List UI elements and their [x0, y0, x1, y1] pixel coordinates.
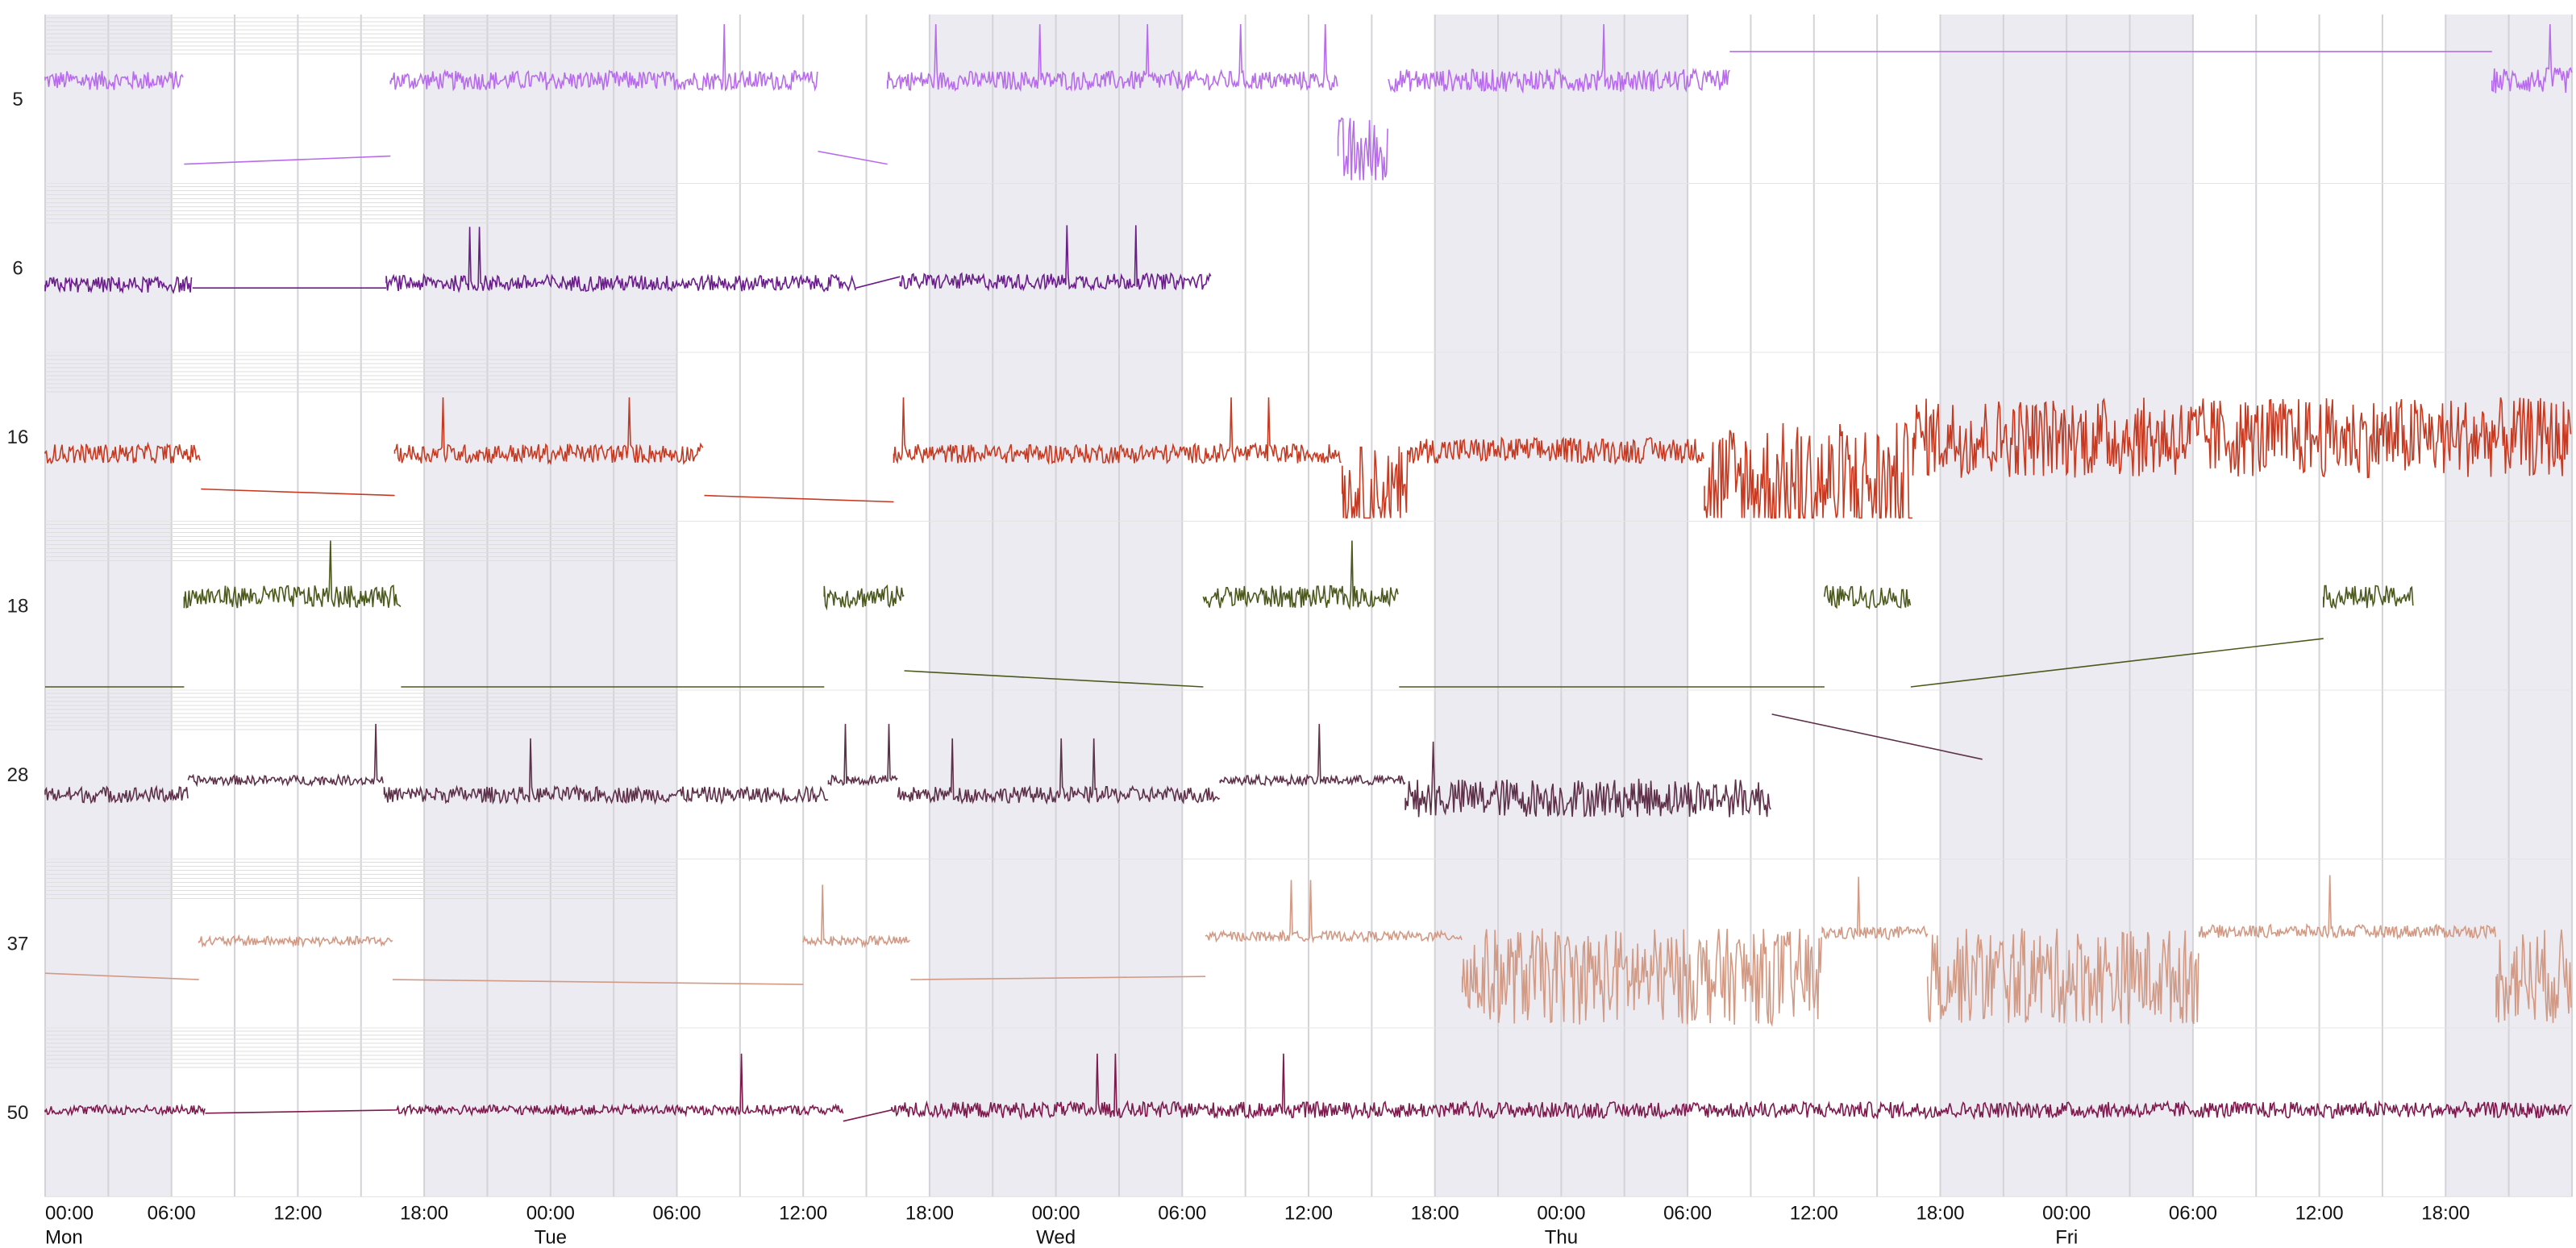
x-tick-label: 18:00: [2421, 1203, 2470, 1225]
x-tick-label: 06:00: [1158, 1203, 1206, 1225]
x-tick-label: 18:00: [905, 1203, 954, 1225]
x-day-label: Thu: [1545, 1227, 1578, 1248]
x-tick-label: 06:00: [652, 1203, 701, 1225]
x-tick-label: 12:00: [1284, 1203, 1333, 1225]
x-tick-label: 06:00: [148, 1203, 196, 1225]
series-row-37: 37: [7, 862, 2572, 1029]
x-tick-label: 12:00: [273, 1203, 322, 1225]
x-day-label: Tue: [535, 1227, 567, 1248]
x-tick-label: 00:00: [526, 1203, 575, 1225]
series-row-50: 50: [7, 1030, 2572, 1197]
series-line-5: [44, 23, 2573, 181]
row-label: 18: [7, 595, 29, 617]
series-line-18: [45, 540, 2414, 688]
row-label: 5: [12, 89, 23, 110]
x-day-label: Mon: [45, 1227, 83, 1248]
x-tick-label: 00:00: [2042, 1203, 2091, 1225]
x-tick-label: 12:00: [2295, 1203, 2344, 1225]
x-tick-label: 00:00: [45, 1203, 94, 1225]
series-row-5: 5: [12, 17, 2573, 184]
series-row-28: 28: [7, 693, 2572, 859]
series-row-6: 6: [12, 186, 2572, 353]
series-row-16: 16: [7, 355, 2572, 522]
x-tick-label: 06:00: [1663, 1203, 1712, 1225]
series-line-16: [44, 397, 2572, 519]
x-day-label: Fri: [2055, 1227, 2078, 1248]
x-tick-label: 18:00: [1916, 1203, 1964, 1225]
x-tick-label: 12:00: [779, 1203, 827, 1225]
row-label: 16: [7, 426, 29, 448]
x-tick-label: 12:00: [1790, 1203, 1838, 1225]
row-label: 28: [7, 764, 29, 786]
x-tick-label: 18:00: [1411, 1203, 1459, 1225]
row-label: 6: [12, 257, 23, 279]
x-tick-label: 06:00: [2169, 1203, 2217, 1225]
x-day-label: Wed: [1036, 1227, 1076, 1248]
x-tick-label: 00:00: [1032, 1203, 1080, 1225]
row-label: 50: [7, 1102, 29, 1124]
series-row-18: 18: [7, 524, 2572, 691]
series-line-50: [44, 1053, 2572, 1122]
series-line-37: [44, 875, 2572, 1027]
x-tick-label: 00:00: [1537, 1203, 1585, 1225]
series-rows: 5 6 16 18 28 37 50: [7, 17, 2573, 1197]
x-tick-label: 18:00: [400, 1203, 448, 1225]
series-line-6: [44, 225, 1212, 294]
series-line-28: [44, 713, 1983, 818]
row-label: 37: [7, 933, 29, 955]
x-axis: 00:00 06:00 12:00 18:00 00:00 06:00 12:00 18:00…: [45, 1203, 2470, 1248]
